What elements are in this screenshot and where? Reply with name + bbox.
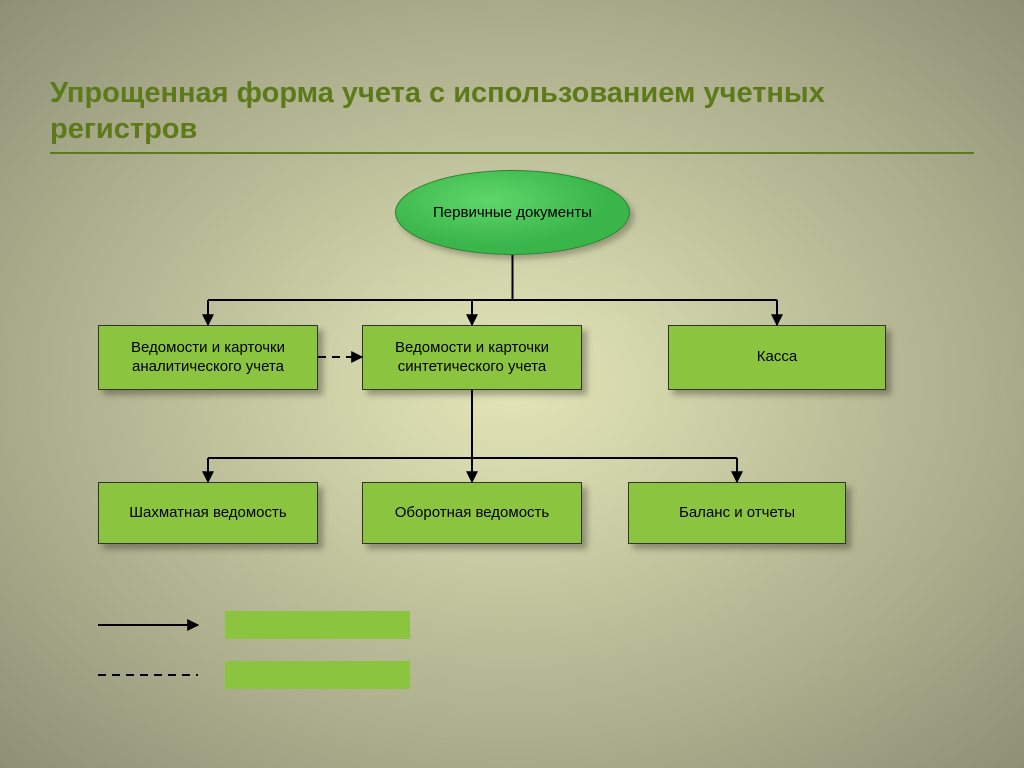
node-analytical: Ведомости и карточки аналитического учет… — [98, 325, 318, 390]
box-label: Ведомости и карточки аналитического учет… — [105, 339, 311, 377]
legend-solid-label: Текущие записи — [225, 611, 410, 639]
slide: Упрощенная форма учета с использованием … — [0, 0, 1024, 768]
legend-label: Текущие записи — [273, 618, 362, 632]
legend-dashed-label: Сверка записей — [225, 661, 410, 689]
node-kassa: Касса — [668, 325, 886, 390]
ellipse-label: Первичные документы — [433, 204, 592, 222]
box-label: Шахматная ведомость — [129, 504, 286, 523]
page-title: Упрощенная форма учета с использованием … — [50, 75, 974, 148]
node-balance: Баланс и отчеты — [628, 482, 846, 544]
node-primary-documents: Первичные документы — [395, 170, 630, 255]
box-label: Баланс и отчеты — [679, 504, 795, 523]
box-label: Ведомости и карточки синтетического учет… — [369, 339, 575, 377]
node-synthetic: Ведомости и карточки синтетического учет… — [362, 325, 582, 390]
node-turnover: Оборотная ведомость — [362, 482, 582, 544]
node-chess: Шахматная ведомость — [98, 482, 318, 544]
box-label: Оборотная ведомость — [395, 504, 550, 523]
box-label: Касса — [757, 348, 797, 367]
title-underline — [50, 152, 974, 154]
legend-label: Сверка записей — [273, 668, 362, 682]
